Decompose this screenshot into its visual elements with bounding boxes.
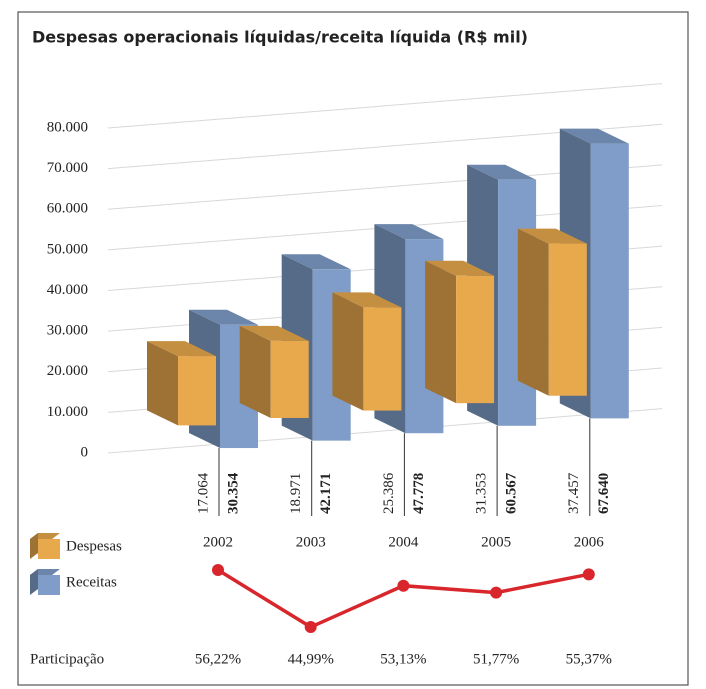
- line: [217, 568, 590, 630]
- value-label: 55,37%: [566, 651, 612, 667]
- bar-3d: [517, 228, 587, 396]
- y-tick-label: 30.000: [47, 323, 88, 339]
- bar-top: [281, 254, 351, 270]
- bar: [590, 143, 629, 419]
- value-label: 51,77%: [473, 651, 519, 667]
- bar: [270, 340, 309, 418]
- legend-swatch: [38, 575, 60, 595]
- bar-top: [189, 309, 258, 325]
- chart-title: Despesas operacionais líquidas/receita l…: [32, 28, 528, 47]
- value-label: 17.064: [195, 472, 211, 514]
- value-label: 42.171: [318, 473, 334, 514]
- y-tick-label: 60.000: [47, 201, 88, 217]
- legend-swatch: [38, 539, 60, 559]
- bar: [456, 275, 495, 404]
- bar-side: [239, 325, 271, 418]
- point: [212, 564, 224, 577]
- series-label: Participação: [30, 651, 104, 667]
- value-label: 60.567: [504, 472, 520, 514]
- value-label: 47.778: [411, 473, 427, 514]
- bar-side: [332, 292, 364, 411]
- bar: [178, 356, 216, 426]
- y-tick-label: 40.000: [47, 282, 88, 298]
- value-label: 18.971: [288, 473, 304, 514]
- bar-top: [425, 260, 495, 276]
- point: [582, 568, 595, 581]
- bar-top: [147, 341, 216, 357]
- value-label: 25.386: [381, 472, 397, 514]
- bar-top: [517, 228, 587, 244]
- y-tick-label: 50.000: [47, 241, 88, 257]
- value-label: 67.640: [596, 473, 612, 514]
- bar-top: [559, 128, 629, 144]
- legend-label: Receitas: [66, 574, 117, 590]
- value-label: 53,13%: [380, 651, 426, 667]
- bar-side: [425, 260, 457, 404]
- y-tick-label: 10.000: [47, 404, 88, 420]
- x-tick-label: 2003: [296, 534, 326, 550]
- bar-3d: [147, 341, 216, 426]
- bar: [548, 243, 587, 396]
- y-tick-label: 20.000: [47, 363, 88, 379]
- y-tick-label: 0: [81, 444, 89, 460]
- legend-label: Despesas: [66, 538, 122, 554]
- bar-top: [332, 292, 402, 308]
- bar-top: [374, 224, 444, 240]
- value-label: 44,99%: [288, 651, 334, 667]
- y-tick-label: 70.000: [47, 160, 88, 176]
- x-tick-label: 2006: [574, 534, 605, 550]
- bar-3d: [425, 260, 495, 404]
- bar-top: [239, 325, 309, 341]
- x-tick-label: 2004: [388, 534, 419, 550]
- point: [397, 579, 410, 592]
- grid-line: [107, 408, 663, 454]
- bar: [363, 307, 402, 411]
- value-label: 56,22%: [195, 651, 241, 667]
- frame: [17, 11, 689, 686]
- bar-3d: [239, 325, 309, 418]
- value-label: 30.354: [225, 472, 241, 514]
- bar-top: [467, 164, 537, 180]
- grid-line: [107, 83, 663, 129]
- bar-side: [147, 341, 178, 426]
- bar-3d: [332, 292, 402, 411]
- x-tick-label: 2002: [203, 534, 233, 550]
- x-tick-label: 2005: [481, 534, 511, 550]
- bar-side: [517, 228, 549, 396]
- legend-swatch-side: [30, 569, 38, 595]
- value-label: 37.457: [566, 472, 582, 514]
- point: [304, 621, 317, 634]
- point: [490, 586, 503, 599]
- y-tick-label: 80.000: [47, 119, 88, 135]
- legend-swatch-side: [30, 533, 38, 559]
- value-label: 31.353: [474, 473, 490, 514]
